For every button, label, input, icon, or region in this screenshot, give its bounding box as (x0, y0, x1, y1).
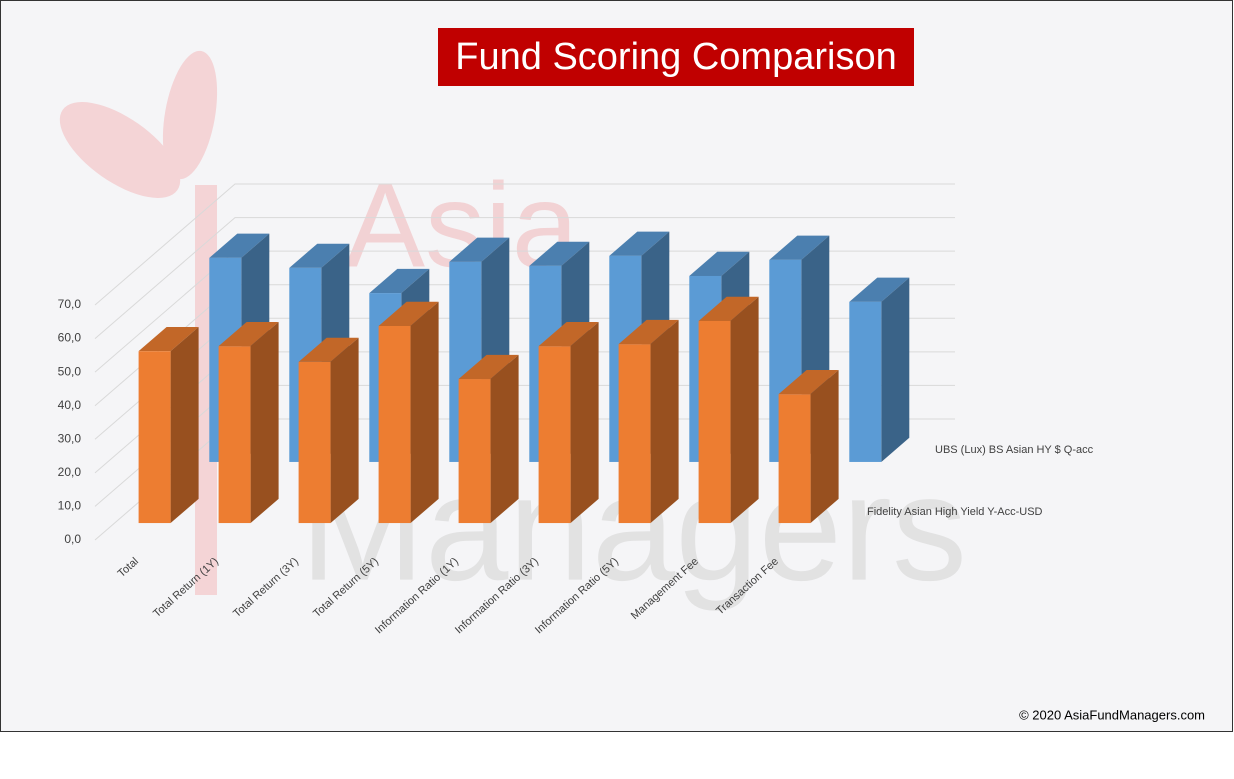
bar-top (698, 296, 759, 321)
bar (778, 394, 811, 524)
bar (618, 344, 651, 524)
y-tick-label: 0,0 (64, 532, 81, 546)
bar-side (650, 319, 679, 524)
y-tick-label: 30,0 (58, 431, 82, 445)
bar (458, 379, 491, 524)
y-tick-label: 60,0 (58, 331, 82, 345)
bar (138, 351, 171, 524)
bar-side (330, 337, 359, 524)
bar-top (778, 369, 839, 395)
bar-side (881, 277, 910, 462)
bar (298, 361, 331, 524)
bar-side (410, 301, 439, 524)
bar (218, 346, 251, 524)
bar-side (250, 321, 279, 524)
bar-top (529, 241, 590, 266)
y-tick-label: 50,0 (58, 364, 82, 378)
bar-top (298, 337, 359, 362)
bar-side (730, 296, 759, 524)
bar-top (849, 277, 910, 302)
bar-top (689, 251, 750, 276)
bar-side (810, 369, 839, 524)
bar-top (538, 321, 599, 347)
bar-top (289, 243, 350, 268)
bar-top (769, 235, 830, 260)
grid-line (94, 183, 955, 306)
bar (538, 346, 571, 524)
legend-label: UBS (Lux) BS Asian HY $ Q-acc (935, 444, 1094, 456)
bar-side (490, 354, 519, 524)
y-tick-label: 20,0 (58, 465, 82, 479)
bar-top (369, 268, 430, 294)
bar-top (209, 233, 270, 258)
bar-side (570, 321, 599, 524)
bar-top (138, 326, 199, 352)
y-tick-label: 40,0 (58, 398, 82, 412)
bar-top (618, 319, 679, 345)
bar (378, 325, 411, 524)
bar (698, 320, 731, 524)
footer: © 2020 AsiaFundManagers.com (1019, 707, 1205, 722)
y-tick-label: 10,0 (58, 499, 82, 513)
chart-title: Fund Scoring Comparison (455, 36, 896, 78)
bar-side (170, 326, 199, 524)
legend-label: Fidelity Asian High Yield Y-Acc-USD (867, 506, 1043, 518)
bar-top (218, 321, 279, 347)
bar-top (378, 301, 439, 326)
bar (849, 301, 882, 462)
y-tick-label: 70,0 (58, 297, 82, 311)
bar-top (449, 237, 510, 262)
grid-line (94, 217, 955, 339)
title-box (438, 28, 914, 86)
bar-top (609, 231, 670, 256)
bar-top (458, 354, 519, 380)
